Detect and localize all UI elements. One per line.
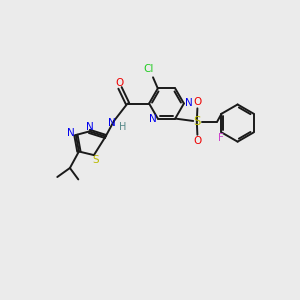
Text: Cl: Cl bbox=[144, 64, 154, 74]
Text: N: N bbox=[149, 114, 157, 124]
Text: O: O bbox=[193, 136, 202, 146]
Text: N: N bbox=[185, 98, 193, 109]
Text: S: S bbox=[92, 155, 99, 165]
Text: N: N bbox=[108, 118, 116, 128]
Text: O: O bbox=[116, 77, 124, 88]
Text: N: N bbox=[67, 128, 74, 139]
Text: N: N bbox=[85, 122, 93, 132]
Text: S: S bbox=[194, 115, 201, 128]
Text: H: H bbox=[119, 122, 126, 133]
Text: O: O bbox=[193, 97, 202, 107]
Text: F: F bbox=[218, 134, 224, 143]
